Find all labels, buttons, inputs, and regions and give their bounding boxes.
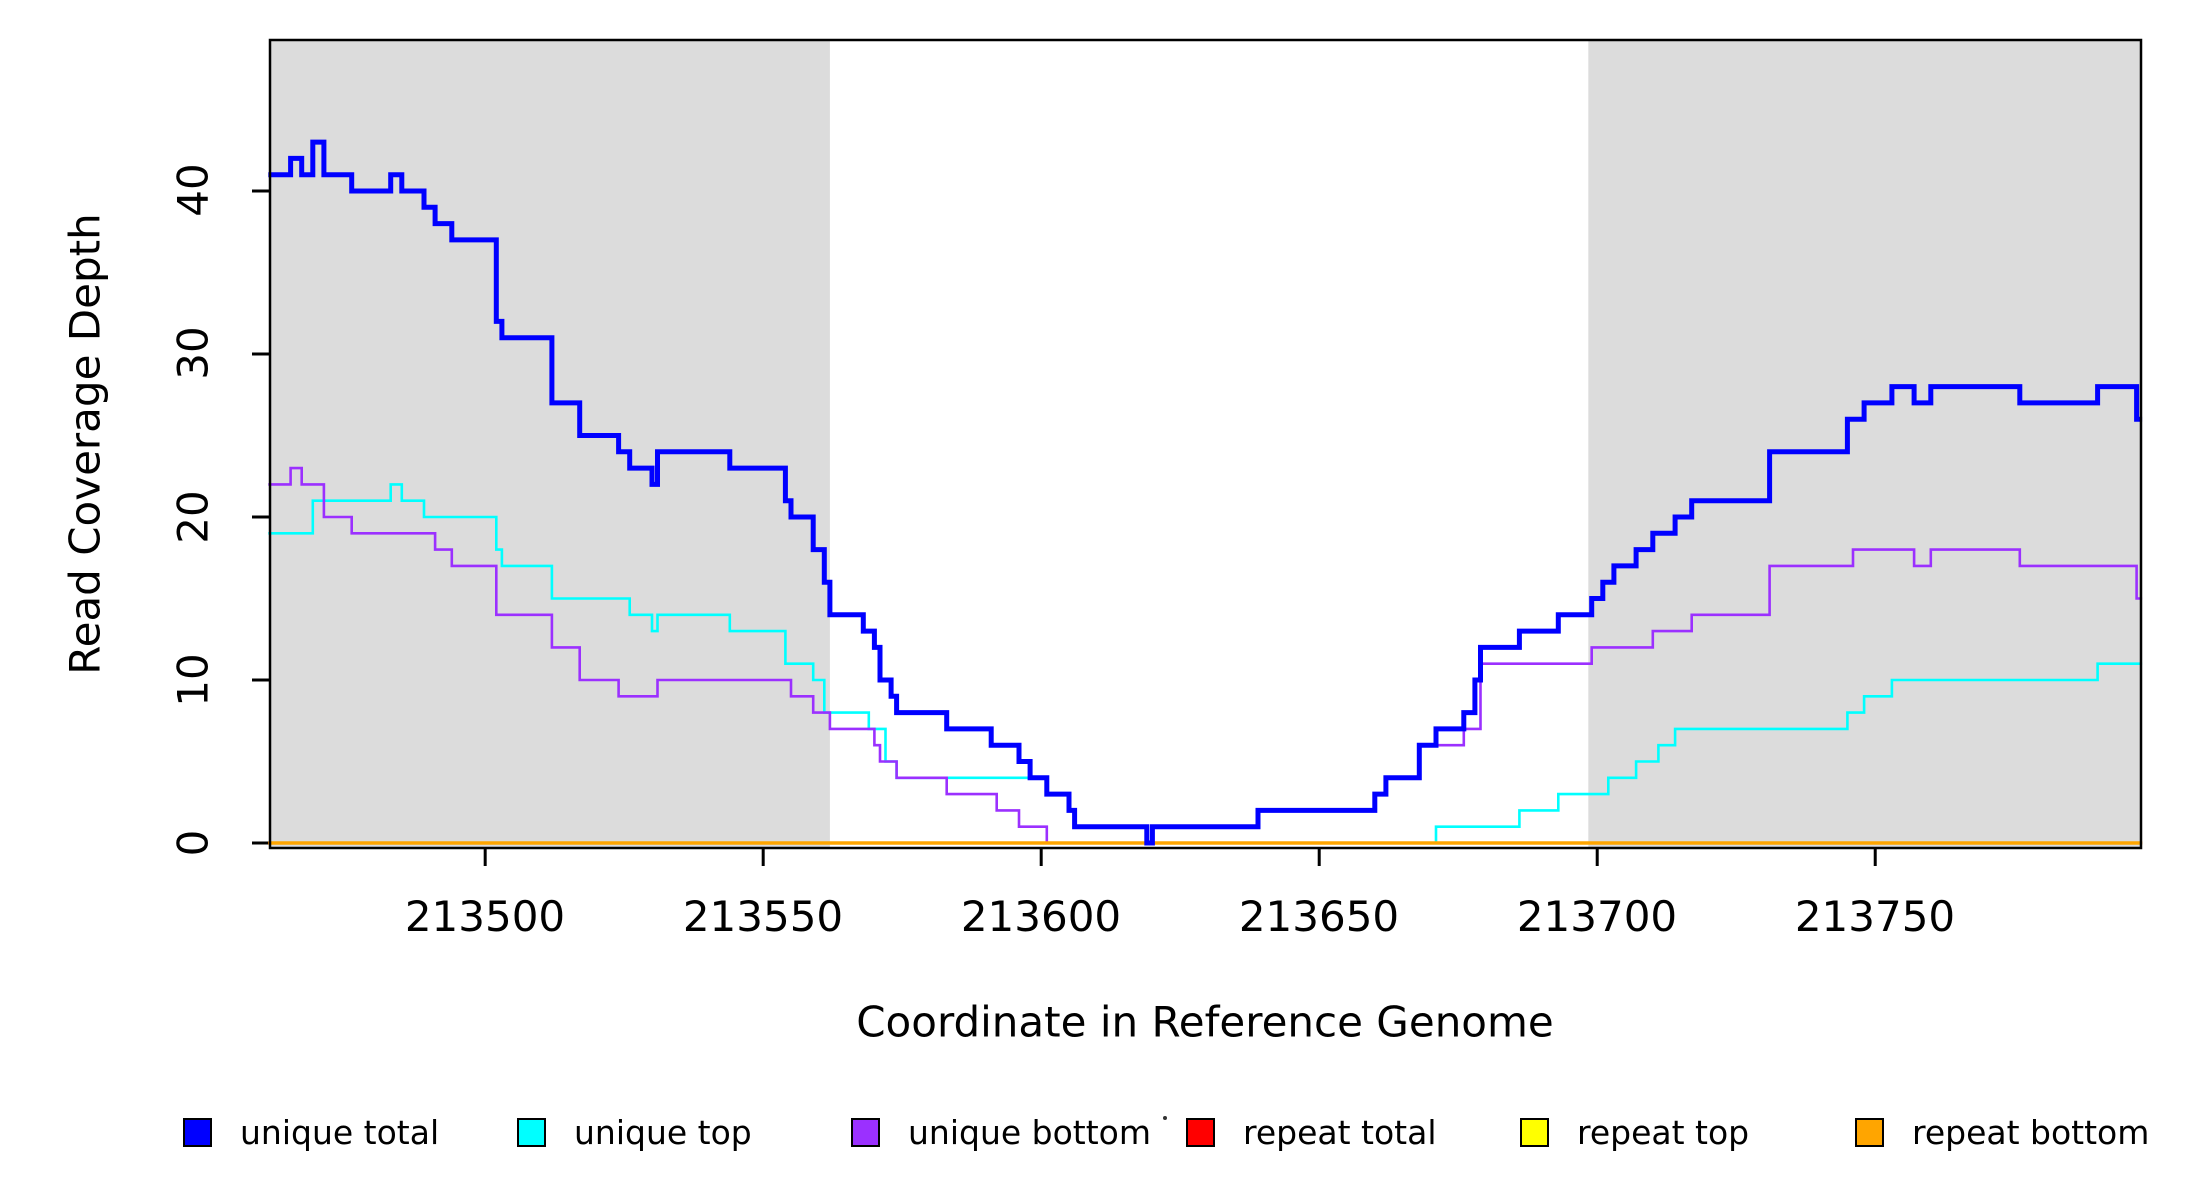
y-tick-label-20: 20 — [168, 490, 218, 544]
legend-item-repeat-bottom: repeat bottom — [1855, 1112, 2149, 1152]
y-tick-label-0: 0 — [168, 829, 218, 857]
unique-total-swatch-icon — [183, 1117, 212, 1147]
x-axis-title: Coordinate in Reference Genome — [856, 997, 1554, 1047]
legend-item-repeat-total: repeat total — [1186, 1112, 1437, 1152]
legend-stray-dot-artifact — [1163, 1116, 1167, 1120]
legend-label: repeat top — [1577, 1112, 1750, 1152]
x-tick-label-213650: 213650 — [1238, 892, 1400, 941]
y-axis-title: Read Coverage Depth — [60, 213, 110, 675]
x-tick-label-213600: 213600 — [960, 892, 1122, 941]
legend-label: repeat bottom — [1912, 1112, 2150, 1152]
legend-label: unique total — [240, 1112, 440, 1152]
legend-label: repeat total — [1243, 1112, 1437, 1152]
unique-top-swatch-icon — [517, 1117, 546, 1147]
unique-bottom-swatch-icon — [851, 1117, 880, 1147]
legend-item-repeat-top: repeat top — [1520, 1112, 1749, 1152]
x-tick-label-213500: 213500 — [404, 892, 566, 941]
legend-label: unique top — [574, 1112, 752, 1152]
legend-item-unique-bottom: unique bottom — [851, 1112, 1151, 1152]
legend-item-unique-top: unique top — [517, 1112, 752, 1152]
legend-label: unique bottom — [908, 1112, 1152, 1152]
repeat-top-swatch-icon — [1520, 1117, 1549, 1147]
y-tick-label-40: 40 — [168, 163, 218, 217]
repeat-total-swatch-icon — [1186, 1117, 1215, 1147]
y-tick-label-30: 30 — [168, 326, 218, 380]
repeat-bottom-swatch-icon — [1855, 1117, 1884, 1147]
x-tick-label-213750: 213750 — [1794, 892, 1956, 941]
y-tick-label-10: 10 — [168, 653, 218, 707]
legend-item-unique-total: unique total — [183, 1112, 439, 1152]
x-tick-label-213550: 213550 — [682, 892, 844, 941]
x-tick-label-213700: 213700 — [1516, 892, 1678, 941]
